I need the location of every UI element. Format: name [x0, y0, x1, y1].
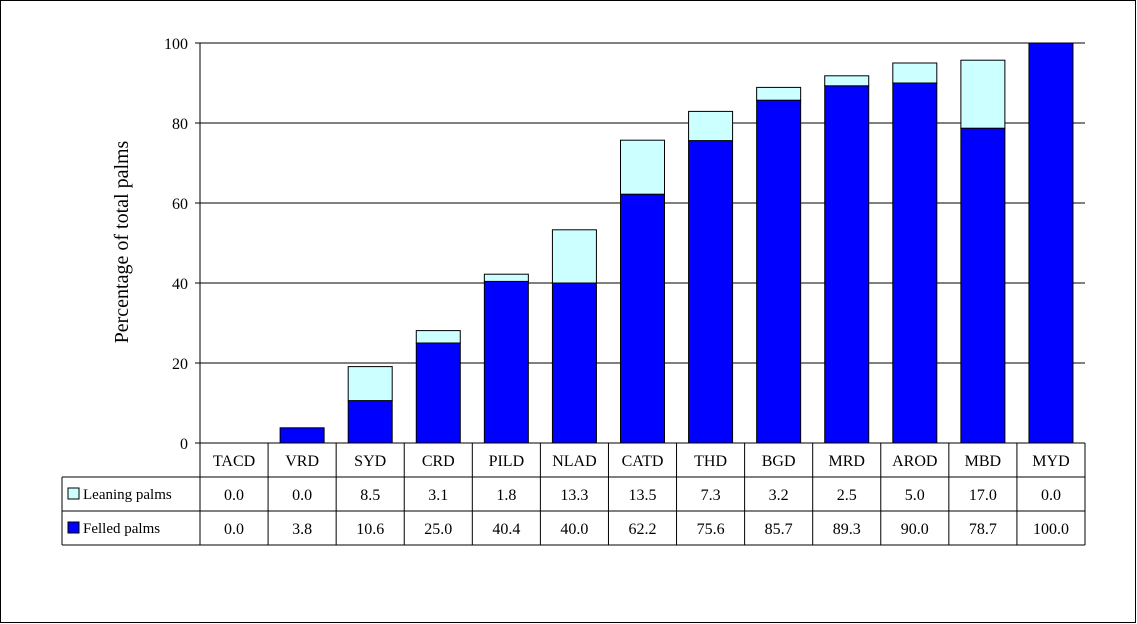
bar-leaning-thd: [688, 110, 734, 142]
data-label: 3.2: [769, 487, 789, 504]
data-label: 17.0: [969, 487, 997, 504]
category-label: PILD: [489, 453, 525, 470]
data-label: 3.1: [428, 487, 448, 504]
y-tick-label: 0: [180, 436, 188, 453]
bar-felled-mbd: [960, 127, 1006, 444]
legend-key-felled: [67, 521, 80, 534]
legend-key-leaning: [67, 487, 80, 500]
data-label: 40.4: [492, 521, 520, 538]
category-label: CRD: [422, 453, 455, 470]
data-label: 0.0: [224, 521, 244, 538]
data-label: 0.0: [292, 487, 312, 504]
category-label: THD: [694, 453, 727, 470]
bar-leaning-nlad: [551, 229, 597, 284]
bar-leaning-bgd: [756, 86, 802, 101]
data-label: 8.5: [360, 487, 380, 504]
data-label: 100.0: [1033, 521, 1069, 538]
bar-felled-nlad: [551, 282, 597, 444]
data-label: 3.8: [292, 521, 312, 538]
category-label: NLAD: [552, 453, 596, 470]
bar-felled-bgd: [756, 99, 802, 444]
category-label: MYD: [1032, 453, 1069, 470]
legend-label: Felled palms: [83, 521, 160, 537]
y-tick-label: 100: [164, 36, 188, 53]
bar-leaning-mrd: [824, 75, 870, 87]
y-tick-label: 80: [172, 116, 188, 133]
y-axis-label: Percentage of total palms: [111, 140, 133, 343]
data-label: 62.2: [629, 521, 657, 538]
bar-felled-myd: [1028, 42, 1074, 444]
data-label: 75.6: [697, 521, 725, 538]
category-label: SYD: [354, 453, 386, 470]
data-label: 13.3: [560, 487, 588, 504]
data-label: 13.5: [629, 487, 657, 504]
category-label: BGD: [762, 453, 796, 470]
y-axis: 0 20 40 60 80 100: [164, 36, 201, 453]
category-label: MRD: [829, 453, 865, 470]
category-label: MBD: [965, 453, 1001, 470]
y-tick-label: 20: [172, 356, 188, 373]
bar-felled-arod: [892, 82, 938, 444]
y-tick-label: 60: [172, 196, 188, 213]
data-table: TACD VRD SYD CRD PILD NLAD CATD THD BGD MRD AROD MB…: [61, 442, 1086, 546]
bar-felled-mrd: [824, 85, 870, 444]
data-label: 0.0: [224, 487, 244, 504]
bar-marks: [279, 42, 1074, 444]
legend-label: Leaning palms: [83, 487, 172, 503]
data-label: 5.0: [905, 487, 925, 504]
bar-felled-vrd: [279, 427, 325, 444]
data-label: 85.7: [765, 521, 793, 538]
data-label: 78.7: [969, 521, 997, 538]
bar-leaning-arod: [892, 62, 938, 84]
category-label: VRD: [285, 453, 319, 470]
bar-felled-catd: [620, 193, 665, 444]
bar-felled-syd: [347, 400, 393, 444]
data-label: 7.3: [701, 487, 721, 504]
y-tick-label: 40: [172, 276, 188, 293]
bar-leaning-pild: [483, 273, 529, 282]
data-label: 0.0: [1041, 487, 1061, 504]
category-label: TACD: [213, 453, 255, 470]
bar-leaning-crd: [415, 330, 461, 344]
bar-felled-crd: [415, 342, 461, 444]
data-label: 90.0: [901, 521, 929, 538]
bar-leaning-catd: [620, 139, 665, 195]
data-label: 10.6: [356, 521, 384, 538]
data-label: 25.0: [424, 521, 452, 538]
bar-leaning-syd: [347, 366, 393, 402]
bar-felled-pild: [483, 280, 529, 444]
data-label: 89.3: [833, 521, 861, 538]
data-label: 2.5: [837, 487, 857, 504]
bar-felled-thd: [688, 140, 734, 444]
bar-leaning-mbd: [960, 59, 1006, 129]
data-label: 1.8: [496, 487, 516, 504]
category-label: AROD: [892, 453, 937, 470]
data-label: 40.0: [560, 521, 588, 538]
category-label: CATD: [622, 453, 664, 470]
